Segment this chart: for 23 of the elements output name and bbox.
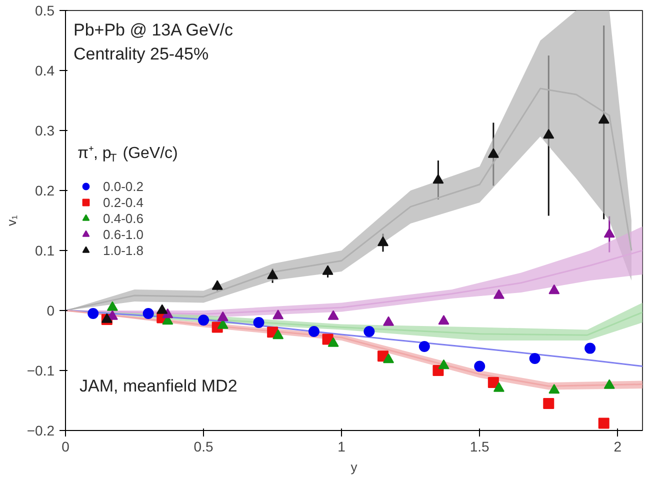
y-tick-label: 0 [46,302,55,318]
annotation: JAM, meanfield MD2 [80,376,238,396]
annotation: Pb+Pb @ 13A GeV/c [74,20,234,40]
legend-label: 0.2-0.4 [103,194,144,210]
legend-label: 0.0-0.2 [103,178,144,194]
x-tick-label: 1.5 [470,438,490,454]
x-tick-label: 0.5 [194,438,214,454]
legend-label: 0.4-0.6 [103,210,144,226]
y-tick-label: 0.3 [35,122,55,138]
x-tick-label: 1 [338,438,346,454]
x-tick-label: 2 [614,438,622,454]
y-tick-label: 0.4 [35,62,55,78]
y-tick-label: −0.1 [26,362,55,378]
x-tick-label: 0 [62,438,70,454]
annotation: Centrality 25-45% [74,44,209,64]
y-tick-label: 0.1 [35,242,55,258]
legend-label: 1.0-1.8 [103,242,144,258]
x-axis-title: y [350,460,358,474]
y-tick-label: −0.2 [26,422,55,438]
legend-label: 0.6-1.0 [103,226,144,242]
y-axis-title: v₁ [4,214,19,226]
y-tick-label: 0.2 [35,182,55,198]
y-tick-label: 0.5 [35,2,55,18]
